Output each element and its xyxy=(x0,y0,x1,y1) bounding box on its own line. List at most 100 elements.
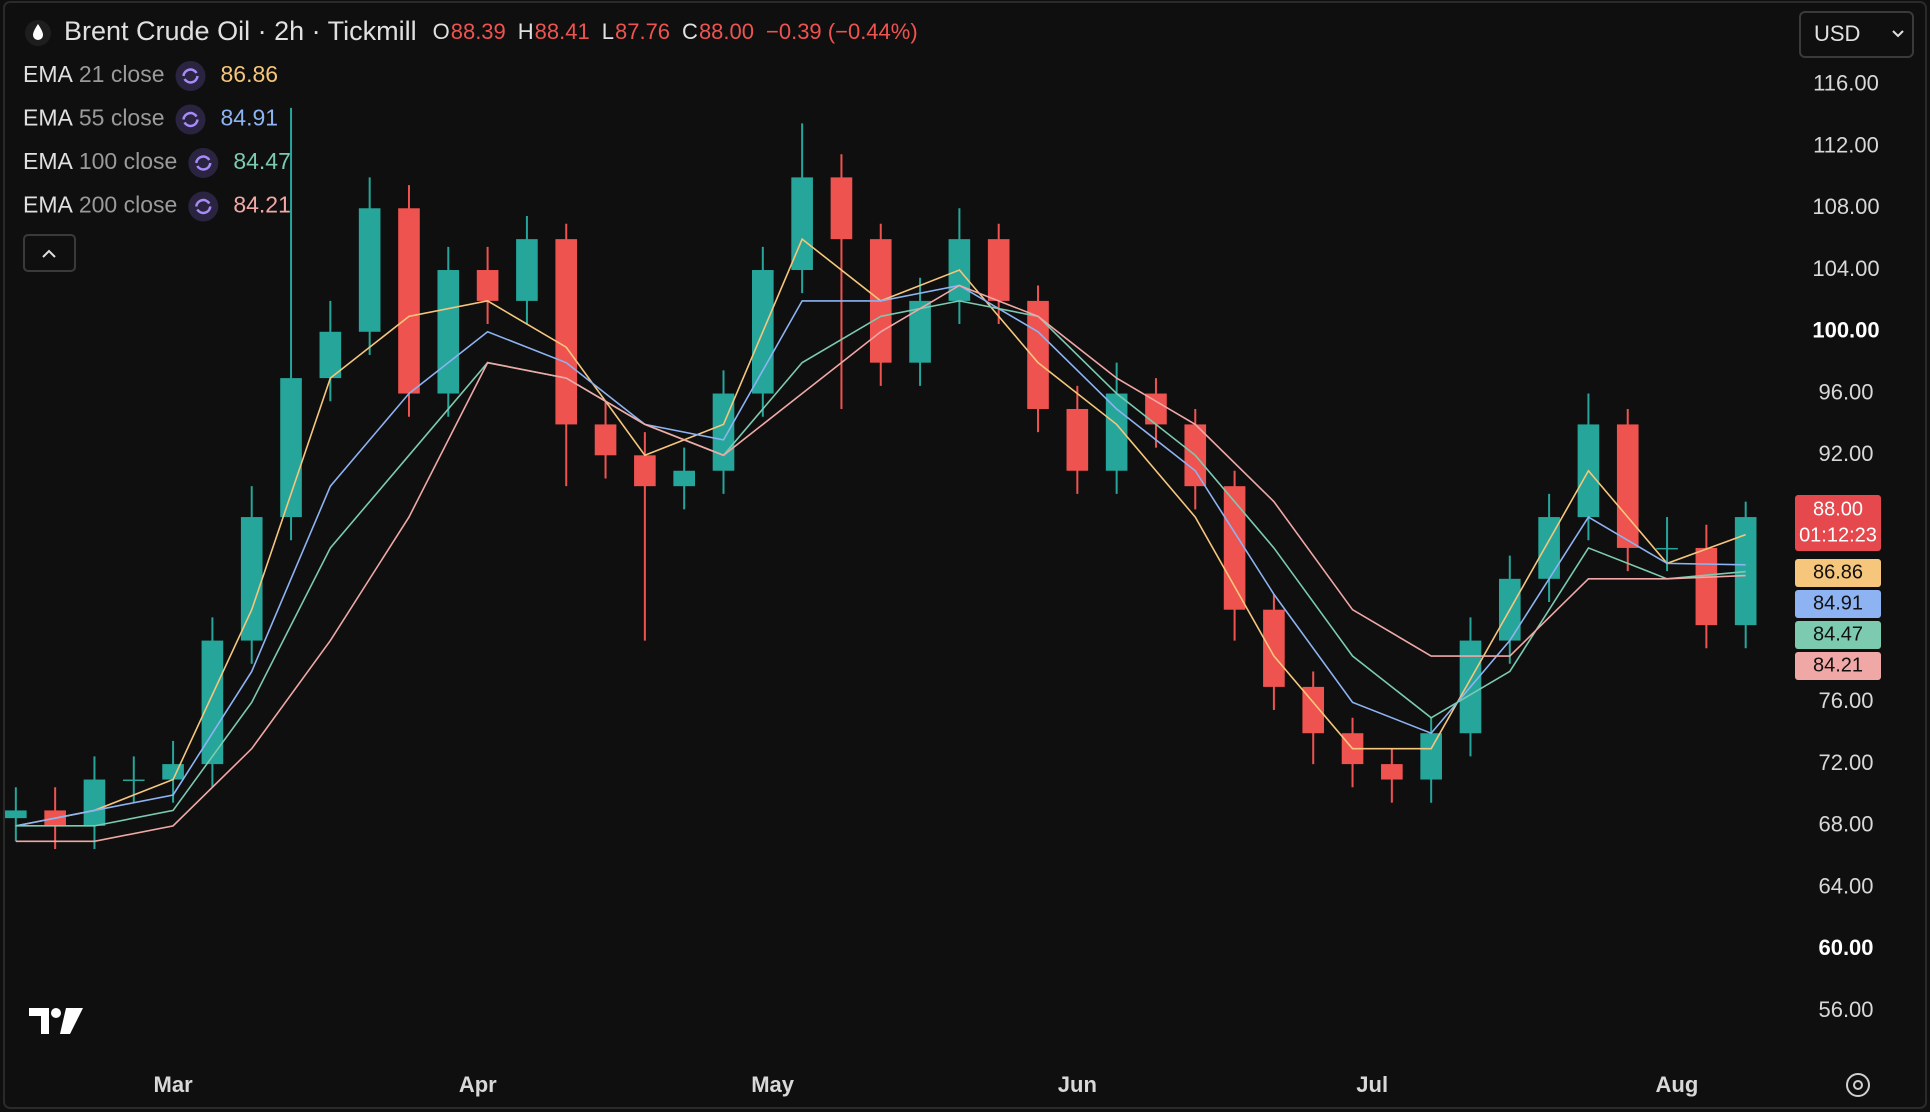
candle-body xyxy=(240,517,263,641)
ema-line xyxy=(15,300,1746,827)
x-tick-label: Apr xyxy=(459,1072,497,1097)
candle-body xyxy=(516,239,538,301)
legend-name: EMA xyxy=(23,61,74,87)
settings-icon-center xyxy=(1853,1080,1863,1090)
legend-icon xyxy=(175,104,206,135)
y-tick-label: 76.00 xyxy=(1818,688,1873,713)
settings-icon[interactable] xyxy=(1846,1073,1870,1097)
candle-body xyxy=(1066,408,1089,471)
ema-line xyxy=(15,284,1746,843)
candle-body xyxy=(909,300,931,363)
candle-body xyxy=(358,208,381,332)
candle-body xyxy=(791,177,813,271)
legend-value: 84.21 xyxy=(233,192,291,218)
last-price-label: 88.00 xyxy=(1813,498,1863,520)
header: Brent Crude Oil · 2h · Tickmill O 88.39 H 8… xyxy=(25,16,918,46)
legend-icon-arrows xyxy=(182,111,199,128)
x-tick-label: Jun xyxy=(1058,1072,1097,1097)
ohlc-key: L xyxy=(602,19,614,44)
y-tick-label: 112.00 xyxy=(1813,132,1879,157)
candle-body xyxy=(555,239,578,425)
x-tick-label: Jul xyxy=(1356,1072,1388,1097)
collapse-box[interactable] xyxy=(23,234,76,272)
ohlc-key: O xyxy=(433,19,450,44)
settings-button[interactable] xyxy=(1846,1073,1870,1097)
candle-body xyxy=(162,764,184,780)
logo-part xyxy=(29,1008,49,1034)
ohlc-value: 87.76 xyxy=(615,19,670,44)
legend-params: 200 close xyxy=(79,192,177,218)
ohlc-value: 88.00 xyxy=(699,19,754,44)
candle-body xyxy=(1223,486,1246,610)
currency-label[interactable]: USD xyxy=(1814,21,1860,46)
candle-body xyxy=(1145,393,1167,425)
price-tag xyxy=(1795,559,1881,587)
y-tick-label: 68.00 xyxy=(1818,812,1873,837)
candle-body xyxy=(1381,764,1403,780)
last-price-tag xyxy=(1795,495,1881,552)
ohlc-value: 88.41 xyxy=(535,19,590,44)
currency-box[interactable] xyxy=(1799,11,1914,58)
legend-value: 84.91 xyxy=(221,105,279,131)
legend-value: 84.47 xyxy=(233,148,291,174)
candle-body xyxy=(1263,609,1285,687)
frame xyxy=(3,1,1927,1109)
price-tag-label: 84.21 xyxy=(1813,654,1863,676)
legend-value: 86.86 xyxy=(221,61,279,87)
legend-params: 55 close xyxy=(79,105,165,131)
ohlc-key: H xyxy=(518,19,534,44)
price-tag xyxy=(1795,590,1881,618)
candle-body xyxy=(437,270,460,394)
candle-body xyxy=(83,779,106,826)
candle-body xyxy=(1695,547,1718,626)
logo xyxy=(29,1008,83,1034)
y-tick-label: 56.00 xyxy=(1818,997,1873,1022)
logo-part xyxy=(51,1008,61,1018)
candle-body xyxy=(1734,517,1757,626)
collapse-button[interactable] xyxy=(23,234,76,272)
candle-body xyxy=(476,270,499,301)
countdown: 01:12:23 xyxy=(1799,524,1877,546)
legend-name: EMA xyxy=(23,192,74,218)
candle-body xyxy=(1616,424,1639,548)
candle-body xyxy=(1656,547,1678,550)
legend-icon-arrows xyxy=(182,68,199,84)
legend-name: EMA xyxy=(23,148,74,174)
collapse-icon xyxy=(42,249,56,258)
price-tag xyxy=(1795,621,1881,649)
legend-icon-arrows xyxy=(195,155,212,171)
legend-params: 100 close xyxy=(79,148,177,174)
ohlc-value: 88.39 xyxy=(451,19,506,44)
y-tick-label: 60.00 xyxy=(1818,935,1873,960)
candle-body xyxy=(634,455,656,487)
candle-body xyxy=(5,810,27,819)
candle-body xyxy=(122,779,145,782)
price-tag xyxy=(1795,652,1881,680)
y-tick-label: 64.00 xyxy=(1818,873,1873,898)
logo-part xyxy=(60,1008,83,1034)
x-tick-label: Aug xyxy=(1656,1072,1699,1097)
plot-area xyxy=(5,107,1757,850)
currency-select[interactable]: USD xyxy=(1799,11,1914,58)
legend-icon xyxy=(188,148,219,178)
candle-body xyxy=(830,177,853,240)
legend-icon-arrows xyxy=(195,198,212,215)
y-tick-label: 104.00 xyxy=(1812,256,1879,281)
candle-body xyxy=(594,424,617,456)
price-tag-label: 84.47 xyxy=(1813,623,1863,645)
price-axis: 56.00 60.00 64.00 68.00 72.00 76.00 92.00 96.00… xyxy=(154,71,1881,1097)
legend-params: 21 close xyxy=(79,61,165,87)
candle-body xyxy=(319,331,342,379)
legend-icon xyxy=(175,61,206,91)
candle-body xyxy=(1302,686,1325,734)
chart-title: Brent Crude Oil · 2h · Tickmill xyxy=(64,16,417,46)
y-tick-label: 72.00 xyxy=(1818,750,1873,775)
y-tick-label: 92.00 xyxy=(1818,441,1873,466)
drop-icon xyxy=(33,24,43,40)
y-tick-label: 116.00 xyxy=(1813,71,1879,96)
y-tick-label: 96.00 xyxy=(1818,379,1873,404)
chevron xyxy=(1892,30,1904,38)
